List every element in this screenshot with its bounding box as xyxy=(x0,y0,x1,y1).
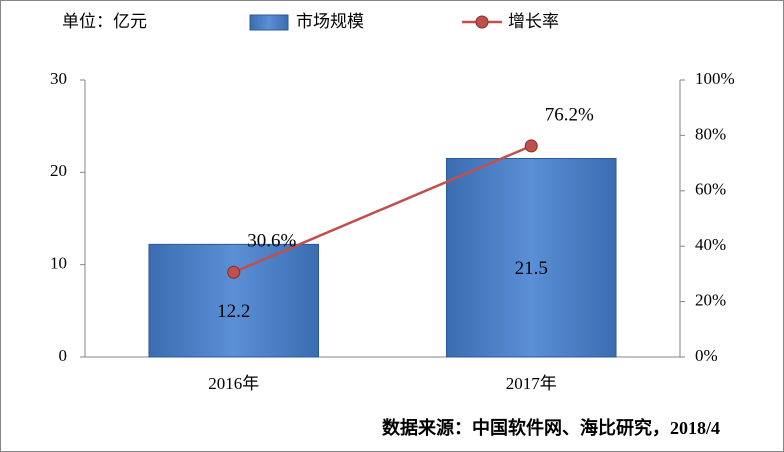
legend-marker xyxy=(475,15,489,29)
x-tick-label: 2016年 xyxy=(208,374,259,393)
y-tick-label: 10 xyxy=(50,254,67,273)
bar-value-label: 21.5 xyxy=(515,258,548,279)
line-value-label: 30.6% xyxy=(247,231,296,252)
bar xyxy=(148,243,320,358)
legend-label: 增长率 xyxy=(508,12,559,32)
y-tick-label: 30 xyxy=(50,69,67,88)
x-tick-label: 2017年 xyxy=(506,374,557,393)
line xyxy=(233,144,532,274)
y-tick-label: 20 xyxy=(50,161,67,180)
legend-label: 市场规模 xyxy=(296,12,364,32)
line-marker xyxy=(227,265,241,279)
legend-swatch xyxy=(249,14,289,31)
y2-tick-label: 100% xyxy=(695,69,735,88)
line-marker xyxy=(524,139,538,153)
y2-tick-label: 60% xyxy=(695,180,726,199)
unit-label: 单位：亿元 xyxy=(62,12,147,32)
y2-tick-label: 0% xyxy=(695,346,718,365)
y2-tick-label: 80% xyxy=(695,124,726,143)
source-note: 数据来源：中国软件网、海比研究，2018/4 xyxy=(382,417,720,438)
y2-tick-label: 40% xyxy=(695,235,726,254)
y2-tick-label: 20% xyxy=(695,291,726,310)
y-tick-label: 0 xyxy=(59,346,68,365)
bar xyxy=(445,157,617,358)
line-value-label: 76.2% xyxy=(545,104,594,125)
bar-value-label: 12.2 xyxy=(217,301,250,322)
